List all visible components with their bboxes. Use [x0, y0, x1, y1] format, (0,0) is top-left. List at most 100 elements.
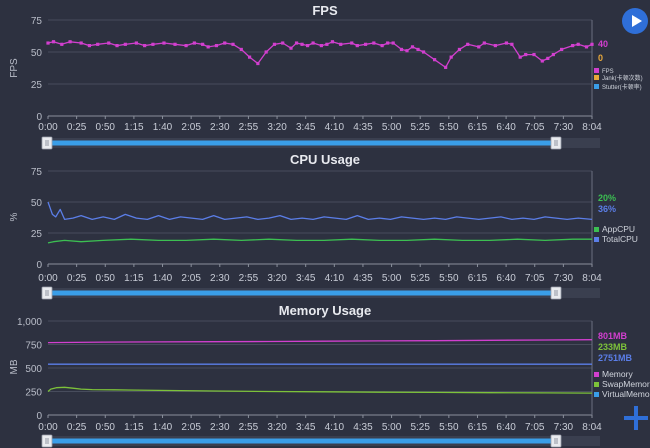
memory-xtick-label: 4:10 — [325, 422, 345, 433]
cpu-xtick-label: 0:25 — [67, 273, 87, 284]
fps-xtick-label: 0:50 — [96, 122, 116, 133]
fps-point — [305, 44, 310, 48]
memory-legend-swatch — [594, 392, 599, 397]
memory-legend-item: SwapMemor — [602, 379, 650, 389]
fps-point — [449, 55, 453, 59]
cpu-xtick-label: 3:20 — [267, 273, 287, 284]
cpu-zoom-handle-right[interactable] — [550, 286, 562, 300]
memory-legend-item: Memory — [602, 369, 633, 379]
fps-legend-item: Jank(卡顿次数) — [602, 74, 643, 82]
fps-point — [386, 41, 390, 45]
cpu-xtick-label: 0:00 — [38, 273, 58, 284]
fps-point — [184, 44, 188, 48]
fps-series-fps — [47, 41, 593, 69]
memory-xtick-label: 6:40 — [496, 422, 516, 433]
memory-xtick-label: 6:15 — [468, 422, 488, 433]
fps-point — [107, 41, 111, 45]
memory-series-swapmemor — [47, 386, 593, 394]
fps-point — [294, 41, 299, 45]
memory-zoom-range[interactable] — [50, 438, 554, 444]
memory-value-readout: 2751MB — [598, 353, 633, 363]
cpu-xtick-label: 0:50 — [96, 273, 116, 284]
memory-ytick-label: 1,000 — [17, 317, 42, 328]
memory-zoom-handle-right[interactable] — [550, 434, 562, 448]
cpu-xtick-label: 3:45 — [296, 273, 316, 284]
memory-ytick-label: 750 — [25, 341, 42, 352]
fps-point — [46, 41, 50, 45]
fps-point — [405, 49, 409, 53]
cpu-zoom-range[interactable] — [50, 290, 554, 296]
memory-xtick-label: 8:04 — [582, 422, 602, 433]
cpu-title: CPU Usage — [290, 152, 360, 167]
fps-point — [151, 42, 155, 46]
memory-legend-swatch — [594, 382, 599, 387]
cpu-legend-item: TotalCPU — [602, 234, 638, 244]
memory-xtick-label: 5:00 — [382, 422, 402, 433]
fps-point — [551, 52, 555, 57]
memory-legend-swatch — [594, 372, 599, 377]
cpu-series-totalcpu — [47, 201, 593, 221]
fps-point — [576, 42, 580, 46]
memory-xtick-label: 2:30 — [210, 422, 230, 433]
fps-xtick-label: 3:20 — [267, 122, 287, 133]
plus-icon[interactable] — [624, 404, 648, 432]
fps-point — [173, 42, 177, 46]
fps-point — [571, 44, 575, 48]
fps-xtick-label: 5:00 — [382, 122, 402, 133]
play-icon[interactable] — [622, 8, 648, 34]
fps-point — [416, 47, 420, 52]
fps-point — [466, 42, 470, 46]
cpu-xtick-label: 7:05 — [525, 273, 545, 284]
memory-xtick-label: 4:35 — [353, 422, 373, 433]
fps-point — [311, 41, 315, 45]
fps-point — [372, 41, 376, 45]
cpu-zoom-handle-left[interactable] — [41, 286, 53, 300]
fps-xtick-label: 1:40 — [153, 122, 173, 133]
memory-xtick-label: 3:45 — [296, 422, 316, 433]
fps-point — [590, 42, 594, 46]
cpu-legend-swatch — [594, 237, 599, 242]
fps-xtick-label: 6:15 — [468, 122, 488, 133]
fps-point — [162, 41, 166, 45]
fps-point — [123, 42, 127, 46]
fps-xtick-label: 5:25 — [410, 122, 430, 133]
fps-xtick-label: 1:15 — [124, 122, 144, 133]
fps-point — [223, 41, 227, 45]
fps-point — [281, 41, 285, 45]
fps-point — [584, 45, 589, 49]
fps-point — [201, 42, 205, 46]
fps-legend-swatch — [594, 75, 599, 80]
memory-xtick-label: 7:30 — [554, 422, 574, 433]
memory-xtick-label: 5:25 — [410, 422, 430, 433]
fps-ytick-label: 50 — [31, 48, 43, 59]
fps-zoom-range[interactable] — [50, 140, 554, 146]
cpu-chart: CPU Usage 0 25 50 75% 0:00 0:25 0:50 1:15 1:40 2:0… — [9, 152, 638, 300]
memory-title: Memory Usage — [279, 303, 371, 318]
memory-xtick-label: 0:25 — [67, 422, 87, 433]
fps-point — [51, 40, 56, 44]
fps-xtick-label: 8:04 — [582, 122, 602, 133]
memory-zoom-handle-left[interactable] — [41, 434, 53, 448]
fps-point — [247, 55, 252, 59]
memory-xtick-label: 2:05 — [181, 422, 201, 433]
fps-point — [546, 56, 550, 60]
fps-point — [206, 45, 210, 49]
fps-point — [410, 45, 415, 49]
memory-ytick-label: 0 — [36, 411, 42, 422]
fps-xtick-label: 7:30 — [554, 122, 574, 133]
fps-xtick-label: 2:30 — [210, 122, 230, 133]
fps-point — [482, 41, 486, 45]
fps-point — [560, 47, 564, 52]
fps-zoom-handle-left[interactable] — [41, 136, 53, 150]
fps-chart: FPS 0 25 50 75 FPS 0:00 0:25 0:50 1:15 1:40 2:05 2:3… — [9, 3, 643, 150]
fps-point — [96, 42, 100, 46]
cpu-xtick-label: 8:04 — [582, 273, 602, 284]
fps-point — [264, 50, 268, 54]
cpu-series-appcpu — [47, 238, 592, 244]
fps-xtick-label: 0:25 — [67, 122, 87, 133]
memory-xtick-label: 5:50 — [439, 422, 459, 433]
fps-point — [79, 41, 83, 45]
fps-legend-item: FPS — [602, 69, 614, 75]
fps-zoom-handle-right[interactable] — [550, 136, 562, 150]
cpu-xtick-label: 1:15 — [124, 273, 144, 284]
